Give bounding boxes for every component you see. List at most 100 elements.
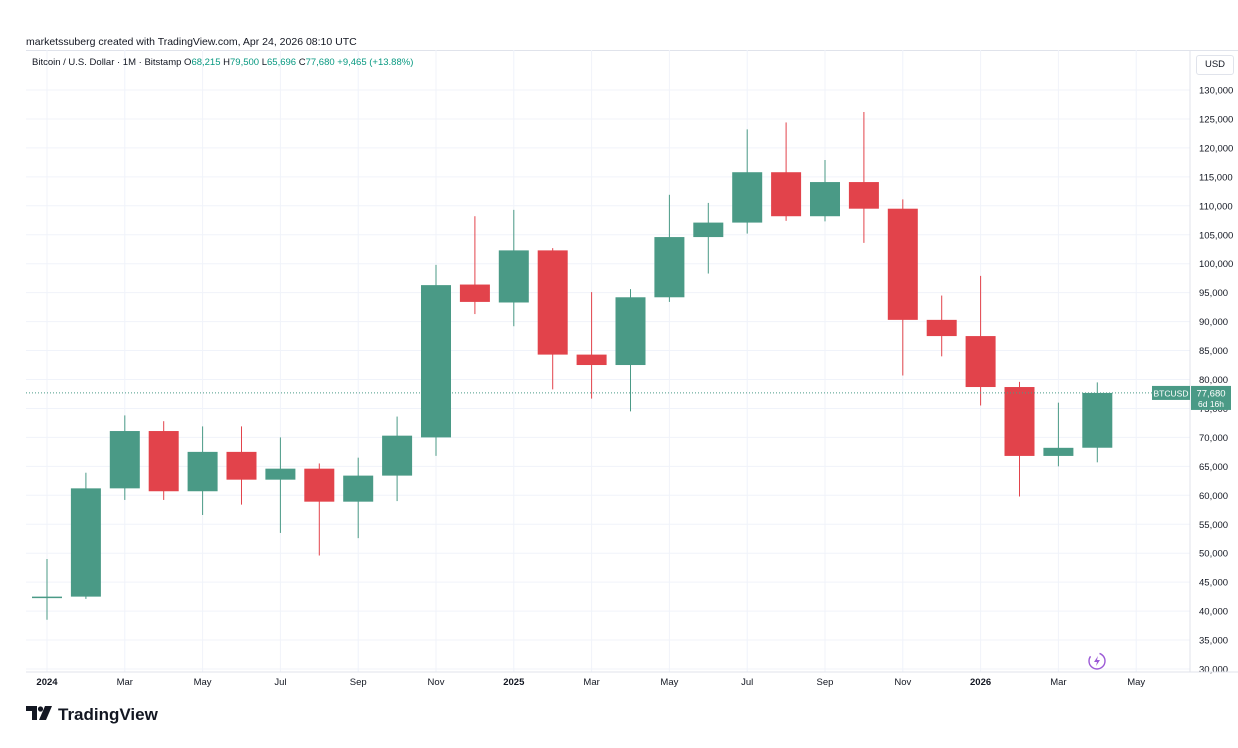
price-axis: 30,000 35,000 40,000 45,000 50,000 55,000 60,0… (1189, 50, 1233, 676)
candle-body (265, 468, 296, 480)
time-tick-label: Mar (583, 677, 599, 688)
time-tick-label: Sep (817, 677, 834, 688)
candle (459, 216, 490, 315)
candle-body (1004, 387, 1035, 456)
brand-name: TradingView (58, 705, 158, 724)
price-tick-label: 90,000 (1199, 317, 1228, 328)
candle-body (226, 451, 257, 480)
time-tick-label: Mar (1050, 677, 1066, 688)
time-axis: 2024 Mar May Jul Sep Nov 2025 Mar May Jul Sep Nov 20… (26, 671, 1238, 688)
bolt-icon[interactable] (1088, 652, 1106, 670)
candle-body (615, 297, 646, 366)
close-label: C (298, 57, 306, 68)
candle (965, 275, 996, 406)
high-value: 79,500 (230, 57, 260, 68)
symbol-legend[interactable]: Bitcoin / U.S. Dollar · 1M · Bitstamp O6… (32, 57, 413, 68)
price-tick-label: 65,000 (1199, 462, 1228, 473)
close-value: 77,680 (305, 57, 335, 68)
candle (265, 437, 296, 533)
tradingview-logo[interactable]: TradingView (26, 705, 158, 725)
candle-body (148, 431, 179, 492)
time-tick-label: May (660, 677, 678, 688)
price-tag-symbol-box (1152, 385, 1190, 400)
candle (1043, 402, 1074, 467)
time-tick-label: Jul (741, 677, 753, 688)
price-tick-label: 35,000 (1199, 636, 1228, 647)
price-tick-label: 80,000 (1199, 375, 1228, 386)
price-tick-label: 95,000 (1199, 288, 1228, 299)
candle-body (1082, 392, 1113, 448)
low-label: L (261, 57, 268, 68)
time-tick-label: 2024 (36, 677, 58, 688)
candle (187, 426, 218, 515)
candle-body (1043, 447, 1074, 456)
candle-body (70, 488, 101, 597)
candle-body (109, 431, 140, 489)
symbol-title: Bitcoin / U.S. Dollar · 1M · Bitstamp (32, 57, 182, 68)
candles (32, 112, 1113, 620)
time-tick-label: May (1127, 677, 1145, 688)
candle (926, 295, 957, 357)
candle-body (771, 172, 802, 217)
high-label: H (223, 57, 231, 68)
tradingview-logo-icon (26, 705, 52, 725)
candle-body (382, 435, 413, 476)
price-tick-label: 50,000 (1199, 549, 1228, 560)
candle (70, 472, 101, 599)
price-tag-value: 77,680 (1196, 388, 1225, 399)
candle-body (32, 596, 62, 599)
candle (304, 463, 335, 556)
time-tick-label: Nov (894, 677, 911, 688)
time-tick-label: Mar (117, 677, 133, 688)
candle-body (187, 451, 218, 492)
candle-body (304, 468, 335, 502)
candle (421, 264, 451, 456)
price-tick-label: 115,000 (1199, 172, 1233, 183)
candle-body (732, 172, 763, 223)
candle (1082, 382, 1113, 463)
time-tick-label: 2026 (970, 677, 991, 688)
candle (887, 199, 918, 376)
candle (498, 209, 529, 327)
candle-body (654, 237, 685, 298)
time-tick-label: Nov (428, 677, 445, 688)
change-value: +9,465 (+13.88%) (337, 57, 414, 68)
price-tag-countdown: 6d 16h (1198, 399, 1224, 409)
open-label: O (184, 57, 192, 68)
candle (615, 289, 646, 412)
price-tag-symbol: BTCUSD (1154, 388, 1189, 398)
price-tick-label: 130,000 (1199, 86, 1233, 97)
chart-panel[interactable] (26, 50, 1238, 673)
candle-body (965, 336, 996, 388)
price-tick-label: 120,000 (1199, 143, 1233, 154)
open-value: 68,215 (191, 57, 221, 68)
candle (771, 122, 802, 221)
candle (732, 129, 763, 234)
candle (654, 194, 685, 302)
price-tick-label: 40,000 (1199, 607, 1228, 618)
chart-credit: marketssuberg created with TradingView.c… (26, 36, 357, 48)
candle (693, 202, 724, 274)
price-tick-label: 70,000 (1199, 433, 1228, 444)
price-tag-box (1191, 385, 1231, 410)
candle-body (887, 208, 918, 320)
price-tick-label: 110,000 (1199, 201, 1233, 212)
price-tick-label: 85,000 (1199, 346, 1228, 357)
candle (32, 558, 62, 620)
candle-body (459, 284, 490, 302)
price-tick-label: 30,000 (1199, 665, 1228, 676)
candle (576, 292, 607, 399)
time-tick-label: May (194, 677, 212, 688)
price-tick-label: 55,000 (1199, 520, 1228, 531)
currency-button[interactable]: USD (1196, 55, 1234, 75)
candle (343, 457, 374, 539)
candle (148, 421, 179, 500)
candle-body (498, 250, 529, 303)
candle-body (693, 222, 724, 238)
candle (1004, 381, 1035, 497)
candle (226, 426, 257, 505)
candle-body (537, 250, 568, 355)
candle-body (810, 182, 840, 217)
